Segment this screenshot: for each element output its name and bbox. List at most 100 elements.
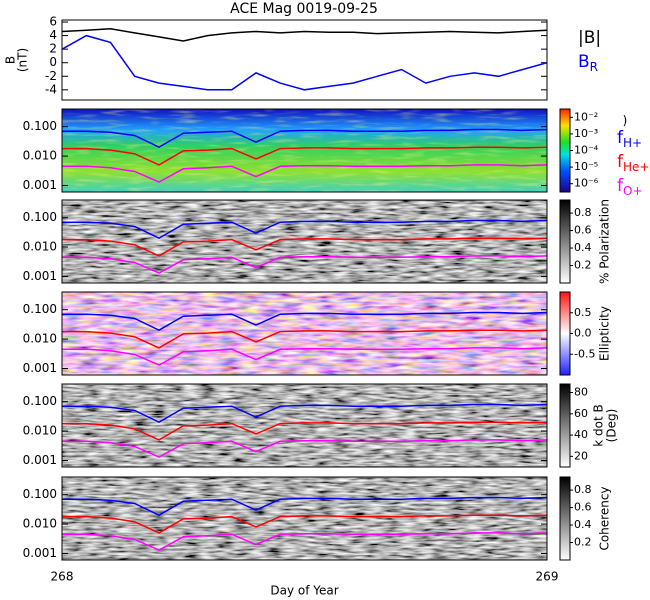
colorbar-tick-label: 0.4 [574, 518, 592, 531]
series-line [62, 34, 547, 91]
y-tick-label: 0.001 [23, 269, 57, 283]
colorbar-tick-label: 10⁻⁶ [574, 177, 599, 190]
legend-name: f [617, 128, 624, 148]
colorbar-label: Ellipticity [598, 306, 612, 361]
series-line [62, 128, 547, 149]
legend-label: |B| [578, 28, 601, 48]
series-line [62, 28, 547, 42]
legend-subscript: O+ [623, 184, 643, 198]
y-tick-label: 0.010 [23, 424, 57, 438]
colorbar-tick-label: 40 [574, 428, 588, 441]
colorbar-tick-label: 0.0 [574, 327, 592, 340]
colorbar-tick-label: 0.2 [574, 259, 592, 272]
colorbar-tick-label: 80 [574, 386, 588, 399]
legend-label: fO+ [617, 176, 643, 198]
series-line [62, 164, 547, 183]
legend-name: B [578, 52, 590, 72]
series-line [62, 421, 547, 441]
spectrogram-texture [62, 292, 547, 375]
y-tick-label: 0.100 [23, 487, 57, 501]
y-tick-label: 6 [49, 15, 57, 29]
y-tick-label: 0.001 [23, 178, 57, 192]
y-tick-label: 0.100 [23, 210, 57, 224]
colorbar-tick-label: 0.2 [574, 536, 592, 549]
series-line [62, 237, 547, 257]
x-tick-label: 268 [51, 570, 74, 584]
colorbar-tick-label: 0.8 [574, 206, 592, 219]
series-line [62, 496, 547, 517]
series-line [62, 146, 547, 166]
legend-subscript: H+ [623, 136, 642, 150]
plot-frame [61, 19, 548, 101]
y-tick-label: -2 [45, 69, 57, 83]
colorbar-tick-label: 20 [574, 449, 588, 462]
legend-label: fHe+ [617, 152, 649, 174]
colorbar-tick-label: 10⁻⁵ [574, 160, 598, 173]
colorbar-label: ) [623, 114, 628, 128]
legend-subscript: R [590, 60, 598, 74]
colorbar-label: (Deg) [605, 409, 619, 443]
series-line [62, 532, 547, 551]
colorbar-tick-label: 0.4 [574, 241, 592, 254]
y-tick-label: 2 [49, 42, 57, 56]
spectrogram-texture [62, 384, 547, 467]
y-tick-label: 0 [49, 55, 57, 69]
y-tick-label: 0.100 [23, 302, 57, 316]
chart-title: ACE Mag 0019-09-25 [230, 1, 378, 17]
colorbar-tick-label: -0.5 [574, 347, 595, 360]
legend-subscript: He+ [623, 160, 649, 174]
y-tick-label: 0.001 [23, 453, 57, 467]
plot-frame [61, 383, 548, 468]
y-tick-label: 4 [49, 28, 57, 42]
y-tick-label: 0.010 [23, 517, 57, 531]
colorbar-label: Coherency [598, 486, 612, 550]
legend-label: fH+ [617, 128, 642, 150]
colorbar-tick-label: 0.6 [574, 501, 592, 514]
series-line [62, 219, 547, 240]
series-line [62, 255, 547, 274]
colorbar-label: % Polarization [598, 199, 612, 284]
x-axis-label: Day of Year [270, 584, 338, 598]
y-tick-label: 0.100 [23, 119, 57, 133]
legend-name: f [617, 152, 624, 172]
spectrogram-texture [62, 109, 547, 192]
y-tick-label: 0.010 [23, 149, 57, 163]
series-line [62, 329, 547, 349]
y-tick-label: 0.001 [23, 361, 57, 375]
legend-name: |B| [578, 28, 601, 48]
x-tick-label: 269 [536, 570, 559, 584]
plot-frame [61, 199, 548, 284]
series-line [62, 514, 547, 534]
legend-name: f [617, 176, 624, 196]
series-line [62, 311, 547, 332]
colorbar [559, 291, 571, 376]
y-tick-label: -4 [45, 82, 57, 96]
y-tick-label: 0.100 [23, 394, 57, 408]
series-line [62, 403, 547, 424]
series-line [62, 347, 547, 366]
colorbar [559, 108, 571, 193]
series-line [62, 439, 547, 458]
colorbar [559, 383, 571, 468]
y-axis-label: B [4, 56, 18, 64]
colorbar [559, 199, 571, 284]
colorbar-tick-label: 10⁻⁴ [574, 144, 599, 157]
colorbar-tick-label: 10⁻² [574, 110, 598, 123]
colorbar-label: k dot B [592, 404, 606, 446]
y-tick-label: 0.001 [23, 546, 57, 560]
colorbar-tick-label: 0.5 [574, 306, 592, 319]
y-axis-label: (nT) [16, 48, 30, 72]
colorbar-tick-label: 0.8 [574, 483, 592, 496]
y-tick-label: 0.010 [23, 332, 57, 346]
spectrogram-texture [62, 200, 547, 283]
plot-frame [61, 476, 548, 561]
legend-label: BR [578, 52, 598, 74]
plot-frame [61, 291, 548, 376]
plot-frame [61, 108, 548, 193]
colorbar [559, 476, 571, 561]
spectrogram-texture [62, 477, 547, 560]
colorbar-tick-label: 0.6 [574, 224, 592, 237]
y-tick-label: 0.010 [23, 240, 57, 254]
colorbar-tick-label: 10⁻³ [574, 127, 598, 140]
